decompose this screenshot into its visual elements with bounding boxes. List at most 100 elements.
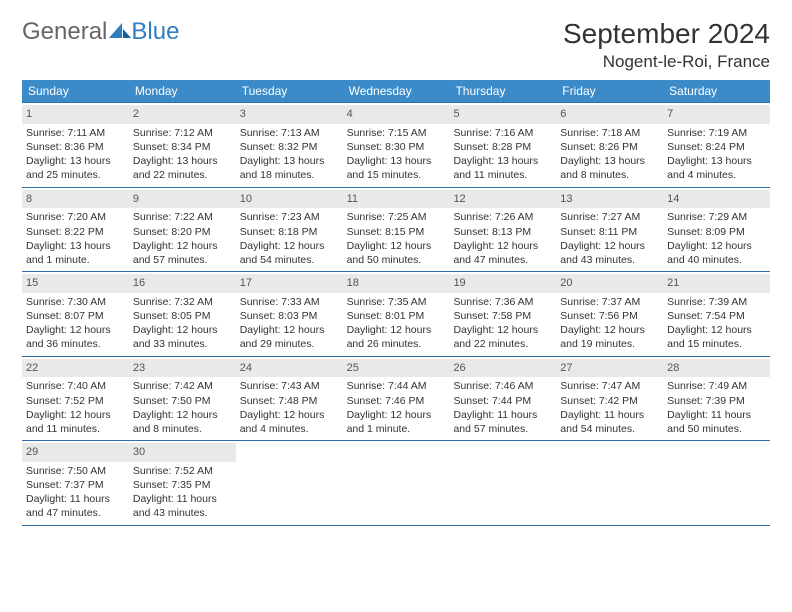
daylight-line: and 26 minutes.	[347, 337, 446, 351]
week-row: 22Sunrise: 7:40 AMSunset: 7:52 PM Dayligh…	[22, 357, 770, 442]
day-cell: 9Sunrise: 7:22 AMSunset: 8:20 PMDaylight…	[129, 188, 236, 272]
sunset-line: Sunset: 7:52 PM	[26, 394, 125, 408]
daylight-line: Daylight: 13 hours	[26, 154, 125, 168]
sunrise-line: Sunrise: 7:25 AM	[347, 210, 446, 224]
day-number: 9	[129, 190, 236, 209]
day-number: 8	[22, 190, 129, 209]
day-number: 30	[129, 443, 236, 462]
calendar: Sunday Monday Tuesday Wednesday Thursday…	[22, 80, 770, 526]
day-number: 22	[22, 359, 129, 378]
day-number: 11	[343, 190, 450, 209]
sunset-line: Sunset: 7:35 PM	[133, 478, 232, 492]
sunrise-line: Sunrise: 7:46 AM	[453, 379, 552, 393]
day-number: 14	[663, 190, 770, 209]
weekday-header: Wednesday	[343, 80, 450, 102]
sunset-line: Sunset: 8:20 PM	[133, 225, 232, 239]
daylight-line: and 47 minutes.	[26, 506, 125, 520]
daylight-line: Daylight: 11 hours	[453, 408, 552, 422]
sunrise-line: Sunrise: 7:52 AM	[133, 464, 232, 478]
sunset-line: Sunset: 8:05 PM	[133, 309, 232, 323]
sunset-line: Sunset: 8:28 PM	[453, 140, 552, 154]
week-row: 8Sunrise: 7:20 AMSunset: 8:22 PMDaylight…	[22, 188, 770, 273]
sunset-line: Sunset: 7:44 PM	[453, 394, 552, 408]
daylight-line: Daylight: 12 hours	[240, 239, 339, 253]
sunset-line: Sunset: 8:07 PM	[26, 309, 125, 323]
daylight-line: Daylight: 12 hours	[453, 239, 552, 253]
daylight-line: Daylight: 12 hours	[347, 323, 446, 337]
sunset-line: Sunset: 8:11 PM	[560, 225, 659, 239]
daylight-line: and 25 minutes.	[26, 168, 125, 182]
day-number: 24	[236, 359, 343, 378]
daylight-line: Daylight: 12 hours	[560, 239, 659, 253]
day-cell	[236, 441, 343, 525]
day-cell: 17Sunrise: 7:33 AMSunset: 8:03 PMDayligh…	[236, 272, 343, 356]
week-row: 29Sunrise: 7:50 AMSunset: 7:37 PMDayligh…	[22, 441, 770, 526]
sunrise-line: Sunrise: 7:44 AM	[347, 379, 446, 393]
daylight-line: Daylight: 12 hours	[667, 323, 766, 337]
sunrise-line: Sunrise: 7:36 AM	[453, 295, 552, 309]
daylight-line: and 8 minutes.	[133, 422, 232, 436]
brand-word-2: Blue	[131, 18, 179, 46]
daylight-line: Daylight: 12 hours	[133, 323, 232, 337]
daylight-line: and 50 minutes.	[347, 253, 446, 267]
daylight-line: Daylight: 12 hours	[560, 323, 659, 337]
daylight-line: and 54 minutes.	[240, 253, 339, 267]
day-cell: 12Sunrise: 7:26 AMSunset: 8:13 PMDayligh…	[449, 188, 556, 272]
sunrise-line: Sunrise: 7:40 AM	[26, 379, 125, 393]
sunset-line: Sunset: 7:39 PM	[667, 394, 766, 408]
day-cell: 15Sunrise: 7:30 AMSunset: 8:07 PMDayligh…	[22, 272, 129, 356]
daylight-line: and 40 minutes.	[667, 253, 766, 267]
day-number: 10	[236, 190, 343, 209]
sunrise-line: Sunrise: 7:37 AM	[560, 295, 659, 309]
sunrise-line: Sunrise: 7:27 AM	[560, 210, 659, 224]
daylight-line: Daylight: 12 hours	[453, 323, 552, 337]
daylight-line: and 11 minutes.	[453, 168, 552, 182]
day-cell: 30Sunrise: 7:52 AMSunset: 7:35 PMDayligh…	[129, 441, 236, 525]
day-number: 2	[129, 105, 236, 124]
day-cell	[663, 441, 770, 525]
day-cell: 10Sunrise: 7:23 AMSunset: 8:18 PMDayligh…	[236, 188, 343, 272]
sunset-line: Sunset: 7:42 PM	[560, 394, 659, 408]
sunset-line: Sunset: 8:13 PM	[453, 225, 552, 239]
day-cell: 26Sunrise: 7:46 AMSunset: 7:44 PMDayligh…	[449, 357, 556, 441]
sunrise-line: Sunrise: 7:19 AM	[667, 126, 766, 140]
daylight-line: and 15 minutes.	[347, 168, 446, 182]
day-cell: 22Sunrise: 7:40 AMSunset: 7:52 PMDayligh…	[22, 357, 129, 441]
sunset-line: Sunset: 8:15 PM	[347, 225, 446, 239]
day-cell: 19Sunrise: 7:36 AMSunset: 7:58 PMDayligh…	[449, 272, 556, 356]
day-number: 6	[556, 105, 663, 124]
week-row: 15Sunrise: 7:30 AMSunset: 8:07 PMDayligh…	[22, 272, 770, 357]
day-number: 13	[556, 190, 663, 209]
month-title: September 2024	[563, 18, 770, 50]
sunset-line: Sunset: 8:03 PM	[240, 309, 339, 323]
sunrise-line: Sunrise: 7:18 AM	[560, 126, 659, 140]
daylight-line: and 1 minute.	[26, 253, 125, 267]
daylight-line: Daylight: 13 hours	[26, 239, 125, 253]
sunrise-line: Sunrise: 7:29 AM	[667, 210, 766, 224]
weeks-container: 1Sunrise: 7:11 AMSunset: 8:36 PMDaylight…	[22, 102, 770, 526]
day-cell: 14Sunrise: 7:29 AMSunset: 8:09 PMDayligh…	[663, 188, 770, 272]
header-bar: General Blue September 2024 Nogent-le-Ro…	[22, 18, 770, 72]
day-cell	[449, 441, 556, 525]
daylight-line: and 57 minutes.	[453, 422, 552, 436]
day-number: 15	[22, 274, 129, 293]
daylight-line: and 19 minutes.	[560, 337, 659, 351]
daylight-line: Daylight: 13 hours	[347, 154, 446, 168]
day-cell: 6Sunrise: 7:18 AMSunset: 8:26 PMDaylight…	[556, 103, 663, 187]
day-number: 19	[449, 274, 556, 293]
location: Nogent-le-Roi, France	[563, 52, 770, 72]
daylight-line: and 29 minutes.	[240, 337, 339, 351]
sunset-line: Sunset: 8:18 PM	[240, 225, 339, 239]
daylight-line: Daylight: 12 hours	[133, 239, 232, 253]
sunrise-line: Sunrise: 7:20 AM	[26, 210, 125, 224]
sunset-line: Sunset: 8:24 PM	[667, 140, 766, 154]
day-number: 3	[236, 105, 343, 124]
sunset-line: Sunset: 7:56 PM	[560, 309, 659, 323]
sunrise-line: Sunrise: 7:16 AM	[453, 126, 552, 140]
sunrise-line: Sunrise: 7:13 AM	[240, 126, 339, 140]
day-cell: 13Sunrise: 7:27 AMSunset: 8:11 PMDayligh…	[556, 188, 663, 272]
daylight-line: and 50 minutes.	[667, 422, 766, 436]
sunrise-line: Sunrise: 7:35 AM	[347, 295, 446, 309]
day-cell: 25Sunrise: 7:44 AMSunset: 7:46 PMDayligh…	[343, 357, 450, 441]
sunrise-line: Sunrise: 7:47 AM	[560, 379, 659, 393]
